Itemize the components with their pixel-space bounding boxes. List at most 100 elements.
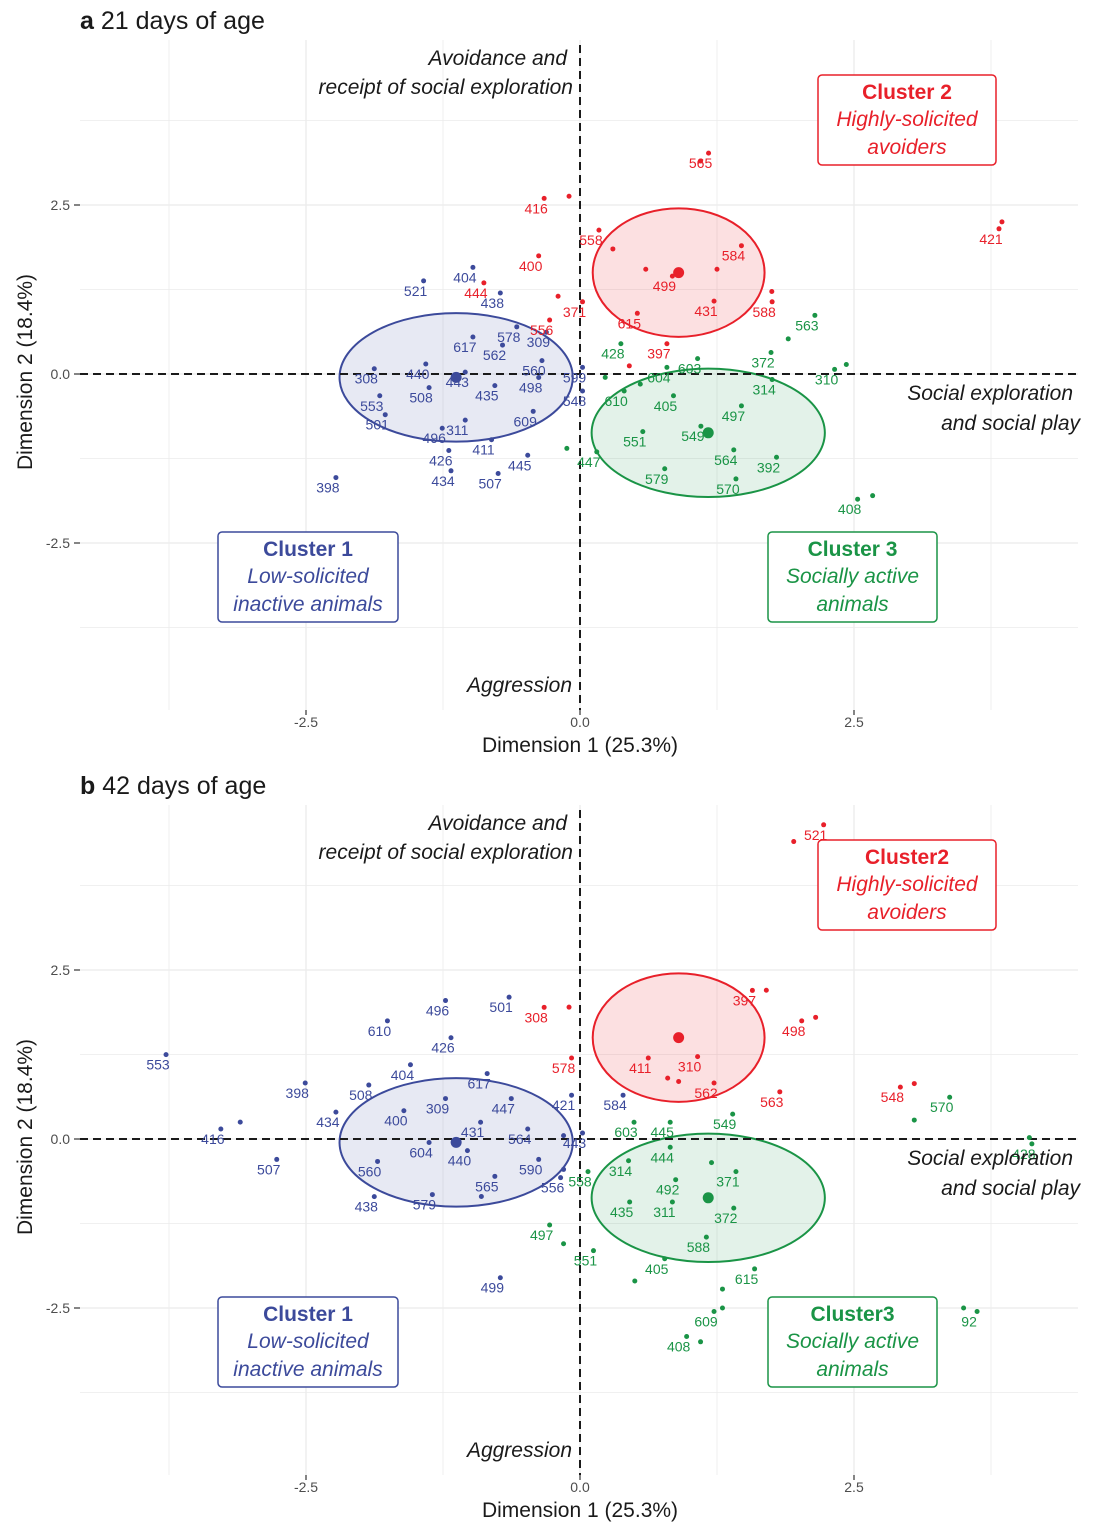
panel-tag: b bbox=[80, 772, 95, 800]
point-label: 497 bbox=[530, 1227, 554, 1243]
data-point bbox=[377, 393, 383, 399]
point-label: 92 bbox=[961, 1314, 977, 1330]
data-point bbox=[561, 1133, 567, 1139]
y-tick-label: -2.5 bbox=[46, 1300, 70, 1316]
x-tick-label: 0.0 bbox=[570, 1479, 590, 1495]
cluster-label-box bbox=[817, 74, 997, 166]
point-label: 371 bbox=[716, 1174, 740, 1190]
cluster-centroid bbox=[702, 427, 714, 439]
point-label: 447 bbox=[492, 1101, 516, 1117]
data-point bbox=[665, 1075, 671, 1081]
data-point bbox=[448, 1035, 454, 1041]
x-tick-label: 2.5 bbox=[844, 714, 864, 730]
point-label: 563 bbox=[760, 1094, 784, 1110]
data-point bbox=[640, 429, 646, 435]
point-label: 549 bbox=[713, 1116, 737, 1132]
data-point bbox=[492, 1173, 498, 1179]
data-point bbox=[911, 1081, 917, 1087]
data-point bbox=[495, 471, 501, 477]
data-point bbox=[752, 1266, 758, 1272]
data-point bbox=[706, 150, 712, 156]
data-point bbox=[464, 1148, 470, 1154]
data-point bbox=[569, 1055, 575, 1061]
data-point bbox=[645, 1055, 651, 1061]
data-point bbox=[371, 1194, 377, 1200]
data-point bbox=[673, 1177, 679, 1183]
point-label: 309 bbox=[527, 334, 551, 350]
data-point bbox=[843, 362, 849, 368]
point-label: 431 bbox=[461, 1124, 485, 1140]
point-label: 310 bbox=[678, 1059, 702, 1075]
data-point bbox=[632, 1278, 638, 1284]
cluster-centroid bbox=[673, 1032, 685, 1044]
data-point bbox=[302, 1080, 308, 1086]
x-tick-label: -2.5 bbox=[294, 1479, 318, 1495]
point-label: 556 bbox=[541, 1180, 565, 1196]
point-label: 603 bbox=[614, 1124, 638, 1140]
cluster-label-box bbox=[767, 1296, 938, 1388]
point-label: 445 bbox=[508, 457, 532, 473]
data-point bbox=[634, 310, 640, 316]
data-point bbox=[733, 476, 739, 482]
data-point bbox=[478, 1193, 484, 1199]
data-point bbox=[974, 1309, 980, 1315]
panel-title: b 42 days of age bbox=[80, 772, 266, 800]
data-point bbox=[539, 358, 545, 364]
point-label: 553 bbox=[146, 1057, 170, 1073]
point-label: 397 bbox=[733, 992, 757, 1008]
point-label: 610 bbox=[604, 393, 628, 409]
cluster-description: animals bbox=[816, 1358, 889, 1381]
data-point bbox=[478, 1119, 484, 1125]
point-label: 372 bbox=[751, 355, 775, 371]
point-label: 404 bbox=[391, 1067, 415, 1083]
cluster-description: Socially active bbox=[786, 1330, 919, 1353]
data-point bbox=[749, 987, 755, 993]
data-point bbox=[462, 417, 468, 423]
data-point bbox=[961, 1305, 967, 1311]
point-label: 435 bbox=[475, 388, 499, 404]
data-point bbox=[525, 452, 531, 458]
point-label: 553 bbox=[360, 398, 384, 414]
data-point bbox=[664, 364, 670, 370]
data-point bbox=[564, 445, 570, 451]
data-point bbox=[637, 381, 643, 387]
cluster-centroid bbox=[673, 267, 685, 279]
data-point bbox=[439, 425, 445, 431]
point-label: 445 bbox=[651, 1124, 675, 1140]
point-label: 311 bbox=[653, 1204, 676, 1220]
point-label: 562 bbox=[694, 1085, 718, 1101]
cluster-description: Socially active bbox=[786, 565, 919, 588]
point-label: 521 bbox=[804, 827, 828, 843]
point-label: 556 bbox=[530, 322, 554, 338]
cluster-description: Low-solicited bbox=[247, 1330, 370, 1353]
point-label: 416 bbox=[201, 1131, 225, 1147]
cluster-centroid bbox=[450, 1136, 462, 1148]
point-label: 314 bbox=[609, 1163, 633, 1179]
point-label: 408 bbox=[838, 501, 862, 517]
point-label: 496 bbox=[426, 1003, 450, 1019]
data-point bbox=[684, 1334, 690, 1340]
y-axis-title: Dimension 2 (18.4%) bbox=[14, 274, 37, 470]
point-label: 440 bbox=[406, 366, 430, 382]
point-label: 604 bbox=[647, 369, 671, 385]
data-point bbox=[580, 299, 586, 305]
point-label: 404 bbox=[453, 269, 477, 285]
data-point bbox=[731, 1205, 737, 1211]
point-label: 615 bbox=[735, 1271, 759, 1287]
cluster-title: Cluster 1 bbox=[263, 1303, 353, 1326]
point-label: 570 bbox=[716, 481, 740, 497]
data-point bbox=[547, 1222, 553, 1228]
point-label: 308 bbox=[355, 371, 379, 387]
data-point bbox=[667, 1119, 673, 1125]
panel-title-text: 42 days of age bbox=[102, 772, 266, 800]
data-point bbox=[163, 1052, 169, 1058]
point-label: 508 bbox=[349, 1087, 373, 1103]
point-label: 558 bbox=[579, 232, 603, 248]
point-label: 560 bbox=[522, 363, 546, 379]
data-point bbox=[698, 158, 704, 164]
point-label: 578 bbox=[552, 1060, 576, 1076]
point-label: 405 bbox=[654, 398, 678, 414]
point-label: 440 bbox=[448, 1153, 472, 1169]
cluster-description: animals bbox=[816, 593, 889, 616]
data-point bbox=[627, 1199, 633, 1205]
